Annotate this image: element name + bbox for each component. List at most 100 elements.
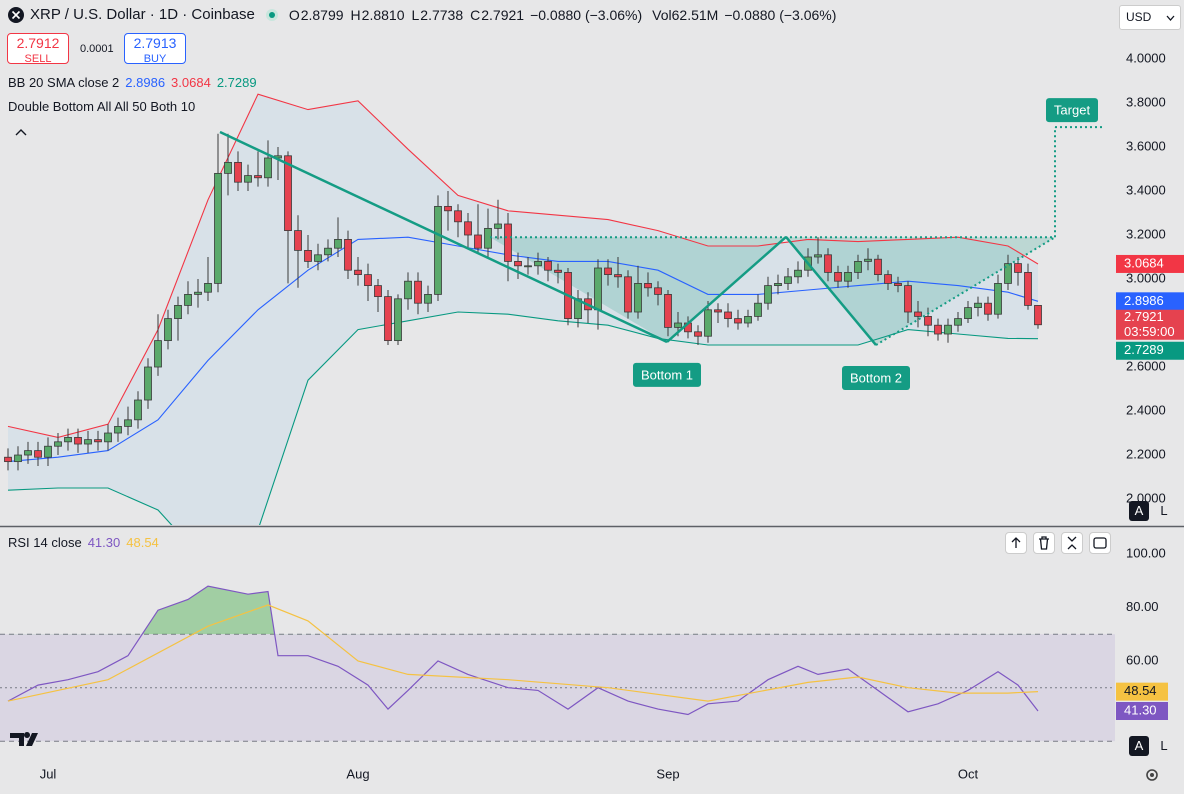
auto-scale-button[interactable]: A <box>1129 736 1149 756</box>
candle-body <box>634 283 642 313</box>
pattern-title[interactable]: Double Bottom All All 50 Both 10 <box>8 99 196 114</box>
field-key: C <box>470 6 481 23</box>
candle-body <box>624 276 632 313</box>
log-scale-button[interactable]: L <box>1160 503 1168 518</box>
candle-body <box>314 254 322 262</box>
candle-body <box>644 283 652 289</box>
basis-tag: 2.8986 <box>1124 293 1164 308</box>
candle-body <box>84 439 92 445</box>
band-line <box>7 236 1039 463</box>
bb-value: 2.7289 <box>216 75 257 90</box>
candle-body <box>984 302 992 315</box>
field-value: 2.7921 <box>481 6 525 23</box>
candle-body <box>204 283 212 293</box>
spread: 0.0001 <box>80 43 114 55</box>
rsi-tag: 48.54 <box>1124 683 1157 698</box>
candle-body <box>974 302 982 309</box>
candle-body <box>534 260 542 267</box>
y-tick-label: 2.2000 <box>1126 446 1166 461</box>
volume-key: Vol <box>652 6 672 23</box>
candle-body <box>524 265 532 268</box>
header: XRP / U.S. Dollar · 1D · Coinbase O 2.879… <box>8 6 836 23</box>
candle-body <box>464 221 472 236</box>
candle-body <box>744 316 752 324</box>
field-key: H <box>350 6 361 23</box>
sell-price: 2.7912 <box>16 35 60 51</box>
currency-select[interactable]: USD <box>1119 5 1181 30</box>
last-price-tag: 2.7921 <box>1124 309 1164 324</box>
candle-body <box>244 175 252 183</box>
candle-body <box>1024 272 1032 306</box>
x-tick-label: Sep <box>656 766 679 781</box>
candle-body <box>874 258 882 276</box>
candle-body <box>844 272 852 282</box>
candle-body <box>184 294 192 306</box>
bb-value: 3.0684 <box>171 75 211 90</box>
rsi-legend-value: 41.30 <box>87 535 121 550</box>
candle-body <box>964 307 972 320</box>
candle-body <box>694 331 702 337</box>
basis-tag-bg <box>1116 292 1184 311</box>
candle-body <box>74 437 82 445</box>
symbol[interactable]: XRP / U.S. Dollar · 1D · Coinbase <box>30 6 255 23</box>
y-tick-label: 2.4000 <box>1126 402 1166 417</box>
candle-body <box>44 445 52 458</box>
pattern-label-box <box>633 362 701 387</box>
collapse-button[interactable] <box>1061 532 1083 554</box>
icon <box>1093 537 1107 549</box>
buy-button[interactable]: 2.7913 BUY <box>124 33 186 65</box>
candle-body <box>164 318 172 342</box>
bb-title[interactable]: BB 20 SMA close 2 <box>8 75 120 90</box>
candle-body <box>454 210 462 223</box>
lower-band-tag-bg <box>1116 341 1184 360</box>
overbought-fill <box>142 586 275 635</box>
currency: USD <box>1126 10 1152 24</box>
candle-body <box>1034 305 1042 326</box>
candle-body <box>914 311 922 317</box>
target-label: Target <box>1054 103 1091 118</box>
x-tick-label: Aug <box>346 766 369 781</box>
pattern-line <box>219 130 668 344</box>
candle-body <box>674 322 682 328</box>
candle-body <box>1004 263 1012 284</box>
rsi-tick-label: 60.00 <box>1126 652 1159 667</box>
collapse-icon[interactable] <box>15 128 27 136</box>
y-tick-label: 4.0000 <box>1126 50 1166 65</box>
candle-body <box>814 254 822 258</box>
candle-body <box>284 155 292 231</box>
target-label-box <box>1046 98 1098 123</box>
logo <box>10 731 38 746</box>
candle-body <box>864 258 872 262</box>
candle-body <box>334 238 342 249</box>
delete-button[interactable] <box>1033 532 1055 554</box>
candle-body <box>54 441 62 447</box>
candle-body <box>954 318 962 326</box>
move-up-button[interactable] <box>1005 532 1027 554</box>
candle-body <box>494 223 502 229</box>
candle-body <box>384 296 392 342</box>
candle-body <box>664 294 672 328</box>
y-tick-label: 3.4000 <box>1126 182 1166 197</box>
auto-scale-button[interactable]: A <box>1129 501 1149 521</box>
candle-body <box>764 285 772 304</box>
candle-body <box>104 432 112 443</box>
candle-body <box>944 324 952 335</box>
market-status <box>265 8 278 21</box>
rsi-tag: 41.30 <box>1124 702 1157 717</box>
rsi-ma-line <box>7 604 1039 702</box>
settings-icon[interactable] <box>1146 769 1158 781</box>
log-scale-button[interactable]: L <box>1160 738 1168 753</box>
rsi-title[interactable]: RSI 14 close <box>8 535 82 550</box>
candle-body <box>484 227 492 249</box>
icon <box>1067 536 1077 550</box>
candle-body <box>1014 263 1022 273</box>
candle-body <box>124 419 132 427</box>
y-tick-label: 3.2000 <box>1126 226 1166 241</box>
pattern-label-box <box>842 366 910 391</box>
candle-body <box>404 280 412 300</box>
settings-icon-center <box>1150 773 1154 777</box>
sell-button[interactable]: 2.7912 SELL <box>7 33 69 65</box>
maximize-button[interactable] <box>1089 532 1111 554</box>
buy-price: 2.7913 <box>133 35 177 51</box>
